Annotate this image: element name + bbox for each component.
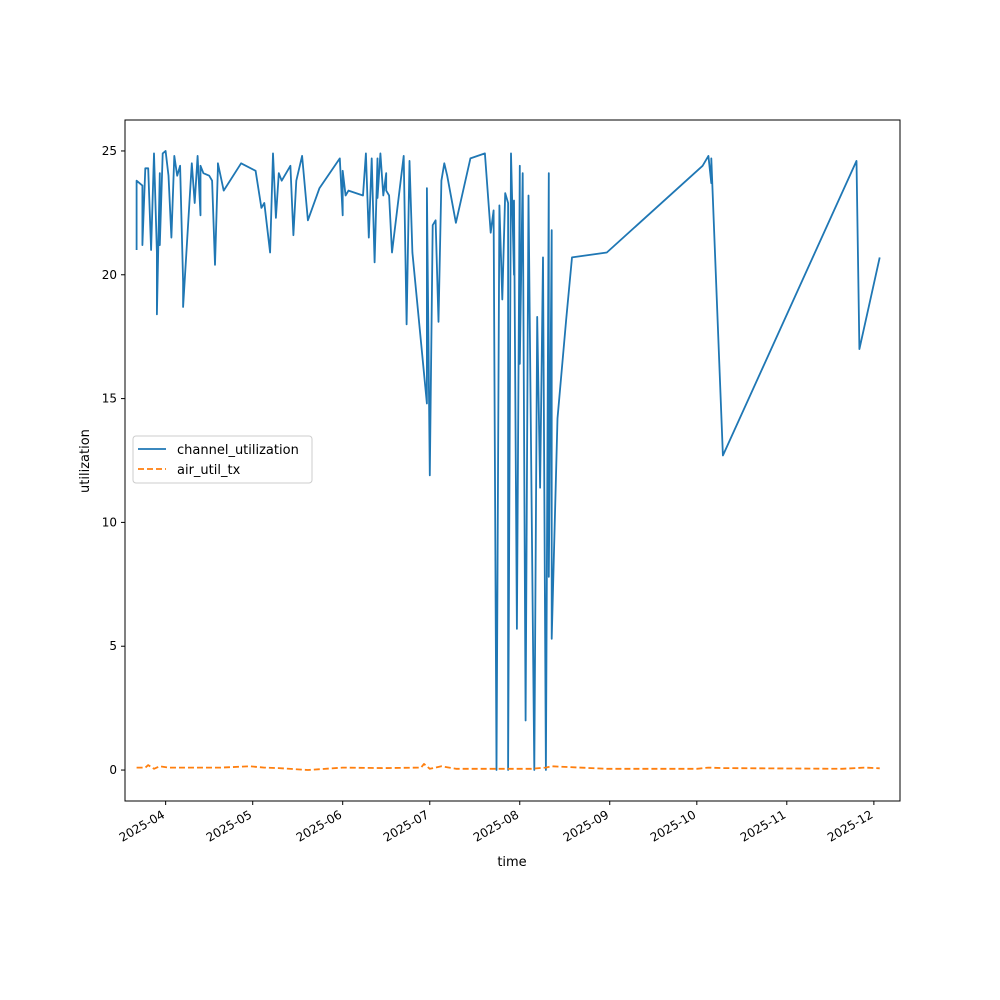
x-tick-label: 2025-08 <box>471 807 521 844</box>
series-line-air-util-tx <box>136 763 880 771</box>
series-line-channel-utilization <box>135 150 881 771</box>
y-tick-label: 0 <box>109 763 117 777</box>
x-tick-label: 2025-10 <box>648 807 698 844</box>
x-axis-label: time <box>497 855 526 870</box>
x-tick-label: 2025-05 <box>204 807 254 844</box>
y-tick-label: 10 <box>102 515 117 529</box>
x-tick-label: 2025-06 <box>294 807 344 844</box>
x-tick-label: 2025-09 <box>561 807 611 844</box>
plot-frame <box>124 119 901 802</box>
x-tick-label: 2025-04 <box>117 807 167 844</box>
legend-box <box>132 435 313 484</box>
x-tick-label: 2025-07 <box>381 807 431 844</box>
legend: channel_utilization air_util_tx <box>132 435 313 484</box>
x-axis: 2025-04 2025-05 2025-06 2025-07 2025-08 2025-… <box>117 801 875 845</box>
x-tick-label: 2025-12 <box>825 807 875 844</box>
y-tick-label: 20 <box>102 268 117 282</box>
legend-label-air-util-tx: air_util_tx <box>177 463 241 478</box>
plot-lines <box>135 150 881 771</box>
x-tick-label: 2025-11 <box>738 807 788 844</box>
y-tick-label: 25 <box>102 144 117 158</box>
y-axis-label: utilization <box>78 429 93 493</box>
y-tick-label: 15 <box>102 392 117 406</box>
y-tick-label: 5 <box>109 639 117 653</box>
legend-label-channel-utilization: channel_utilization <box>177 443 299 458</box>
y-axis: 0 5 10 15 20 25 <box>102 144 125 777</box>
